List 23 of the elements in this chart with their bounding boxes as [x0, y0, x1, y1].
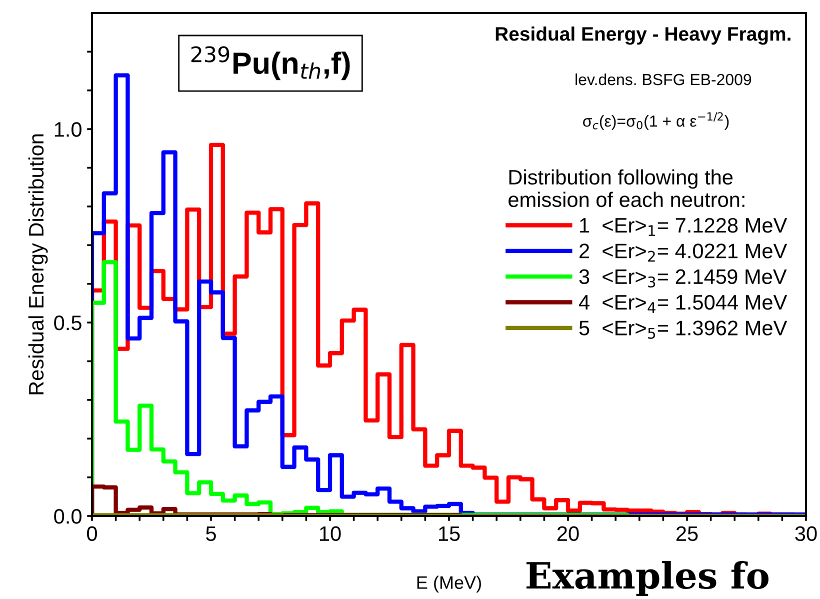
- x-tick-label: 0: [87, 526, 97, 542]
- x-axis-title: E (MeV): [417, 576, 481, 593]
- x-tick-label: 10: [320, 526, 341, 542]
- legend-label: 4 <Er>$_{4}$= 1.5044 MeV: [578, 294, 788, 313]
- text: Residual Energy - Heavy Fragm.: [496, 26, 790, 45]
- annotation: $^{239}$Pu(n$_{th}$,f): [191, 46, 350, 80]
- legend-label: 2 <Er>$_{2}$= 4.0221 MeV: [580, 244, 788, 262]
- x-tick-label: 5: [206, 526, 216, 542]
- annotation: lev.dens. BSFG EB-2009: [576, 73, 752, 86]
- y-tick-label: 0.0: [54, 509, 82, 524]
- y-tick-label: 1.0: [54, 122, 82, 137]
- annotation: σ$_{c}$(ε)=σ$_{0}$(1 + α ε$^{−1/2}$): [583, 112, 729, 130]
- x-tick-label: 30: [795, 526, 817, 542]
- legend-label: 3 <Er>$_{3}$= 2.1459 MeV: [579, 269, 787, 288]
- legend-label: 1 <Er>$_{1}$= 7.1228 MeV: [580, 218, 788, 236]
- x-tick-label: 20: [557, 526, 579, 542]
- y-axis-title: Residual Energy Distribution: [28, 134, 48, 394]
- text: Examples fo: [526, 561, 768, 596]
- legend-label: 5 <Er>$_{5}$= 1.3962 MeV: [579, 320, 788, 339]
- x-tick-label: 15: [439, 526, 460, 542]
- legend-title: Distribution following the emission of each neutron:: [508, 169, 744, 208]
- y-tick-label: 0.5: [54, 316, 82, 330]
- x-tick-label: 25: [676, 526, 698, 542]
